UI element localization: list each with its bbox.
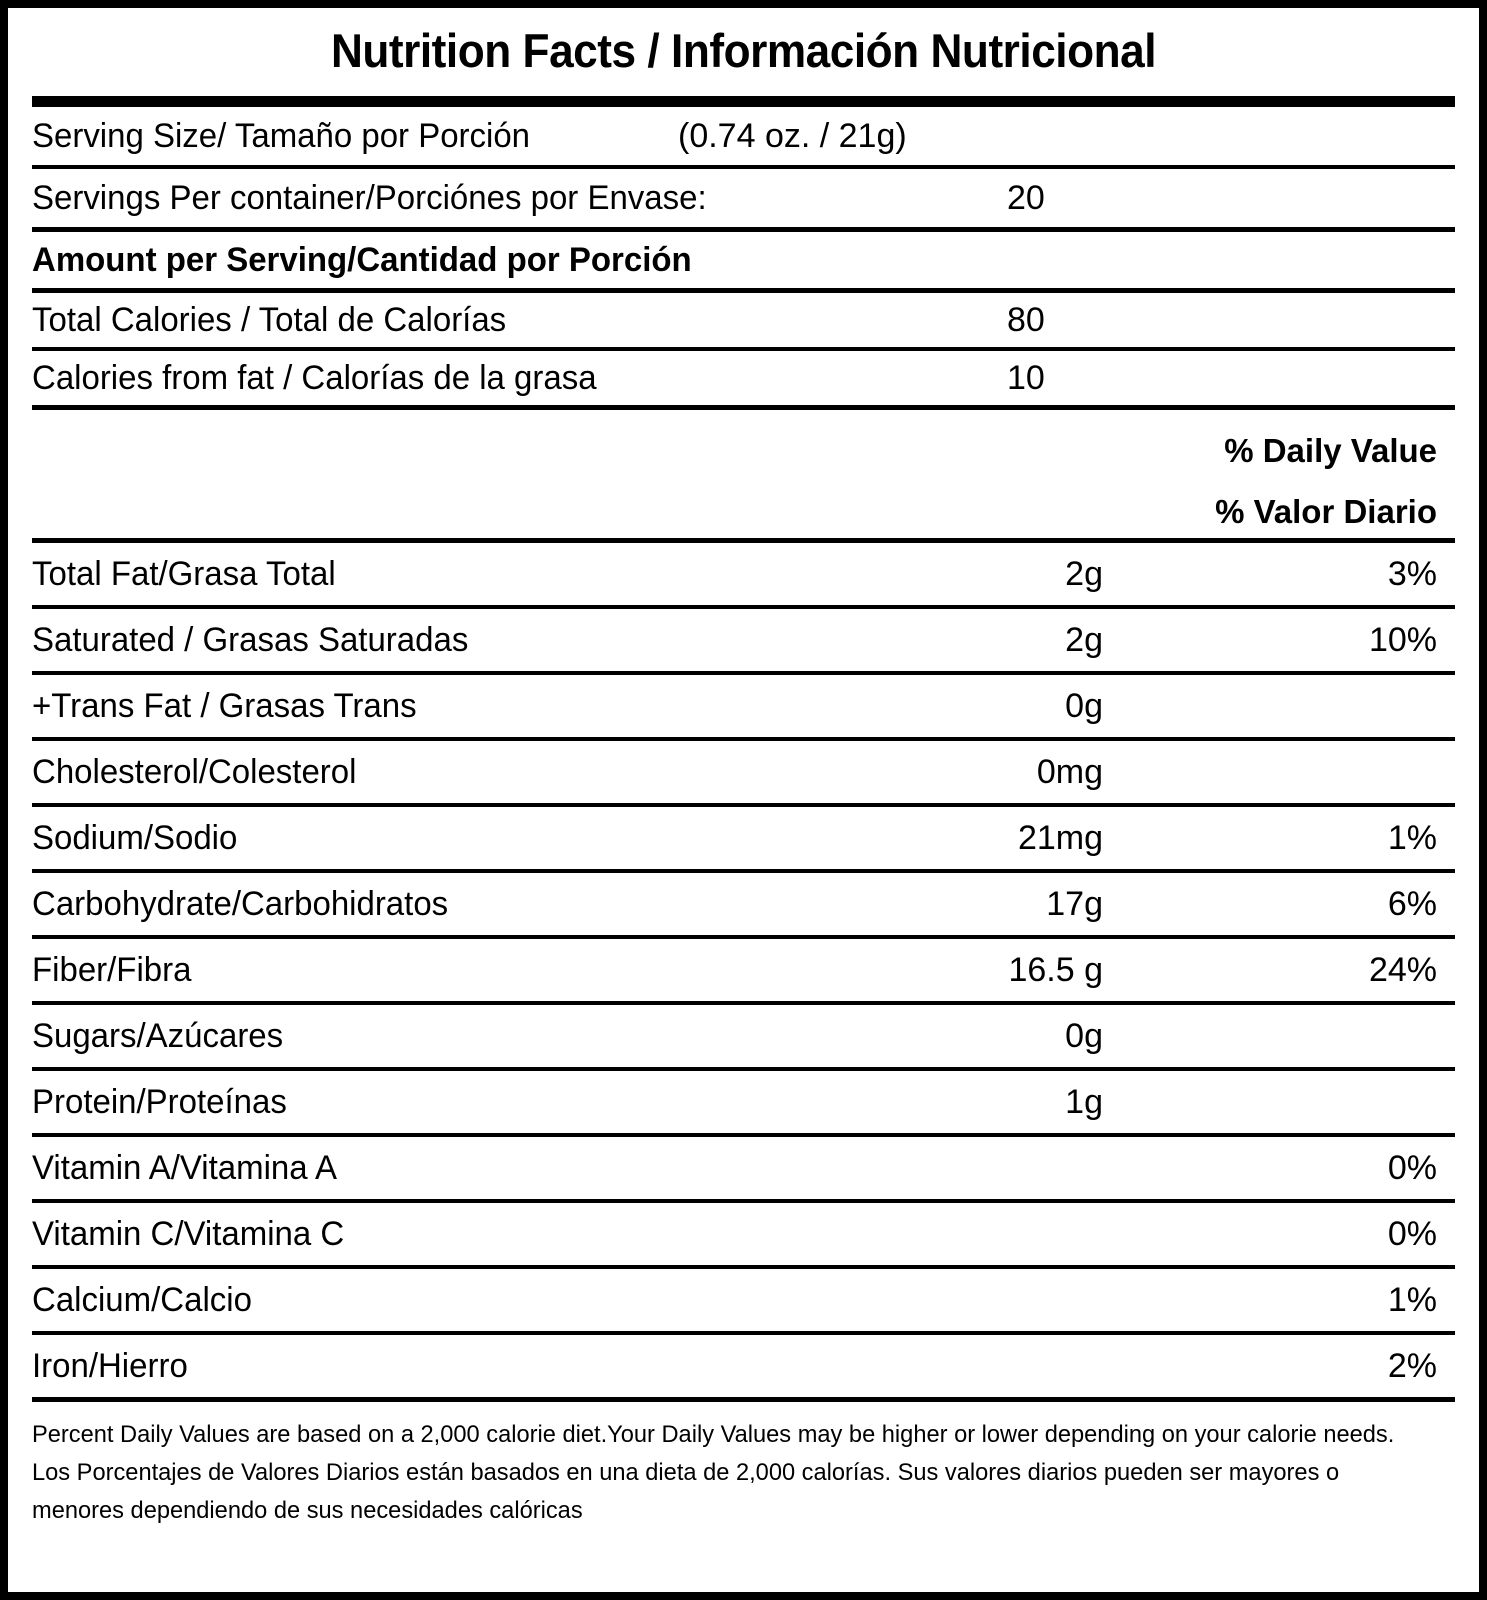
nutrient-row: Sugars/Azúcares 0g — [32, 1005, 1455, 1067]
nutrient-amount: 16.5 g — [1008, 951, 1103, 989]
nutrient-amount: 1g — [1065, 1083, 1103, 1121]
nutrient-daily-value: 1% — [1387, 819, 1437, 857]
nutrient-row: Iron/Hierro 2% — [32, 1335, 1455, 1397]
nutrient-daily-value: 10% — [1368, 621, 1437, 659]
footnote-text-es: Los Porcentajes de Valores Diarios están… — [32, 1459, 1340, 1524]
row-divider-daily-value-header — [32, 538, 1455, 543]
nutrient-label: Protein/Proteínas — [32, 1083, 287, 1121]
page-title: Nutrition Facts / Información Nutriciona… — [330, 24, 1157, 77]
nutrient-daily-value: 0% — [1387, 1215, 1437, 1253]
nutrient-row: +Trans Fat / Grasas Trans 0g — [32, 675, 1455, 737]
nutrient-daily-value: 1% — [1387, 1281, 1437, 1319]
row-divider — [32, 737, 1455, 741]
footnote: Percent Daily Values are based on a 2,00… — [32, 1402, 1455, 1530]
nutrient-row: Vitamin C/Vitamina C 0% — [32, 1203, 1455, 1265]
row-divider — [32, 1001, 1455, 1005]
footnote-text-en: Percent Daily Values are based on a 2,00… — [32, 1421, 1395, 1448]
row-divider-serving-size — [32, 165, 1455, 169]
nutrient-label: Sodium/Sodio — [32, 819, 238, 857]
row-divider — [32, 1265, 1455, 1269]
row-divider — [32, 935, 1455, 939]
row-divider — [32, 1199, 1455, 1203]
daily-value-header-es: % Valor Diario — [1215, 493, 1437, 530]
servings-per-container-value: 20 — [1007, 179, 1045, 217]
nutrient-row: Sodium/Sodio 21mg 1% — [32, 807, 1455, 869]
nutrient-label: Total Fat/Grasa Total — [32, 555, 336, 593]
nutrient-amount: 2g — [1065, 555, 1103, 593]
total-calories-row: Total Calories / Total de Calorías 80 — [32, 293, 1455, 347]
nutrient-amount: 21mg — [1017, 819, 1103, 857]
total-calories-value: 80 — [1007, 301, 1045, 339]
amount-per-serving-label: Amount per Serving/Cantidad por Porción — [32, 241, 692, 279]
row-divider — [32, 803, 1455, 807]
nutrient-label: Fiber/Fibra — [32, 951, 192, 989]
daily-value-header: % Daily Value % Valor Diario — [32, 410, 1455, 538]
title-divider — [32, 96, 1455, 107]
calories-from-fat-label: Calories from fat / Calorías de la grasa — [32, 359, 597, 397]
serving-size-row: Serving Size/ Tamaño por Porción (0.74 o… — [32, 107, 1455, 165]
calories-from-fat-value: 10 — [1007, 359, 1045, 397]
nutrient-rows: Total Fat/Grasa Total 2g 3% Saturated / Gra… — [32, 543, 1455, 1397]
nutrient-amount: 0g — [1065, 687, 1103, 725]
nutrient-label: Vitamin C/Vitamina C — [32, 1215, 345, 1253]
nutrient-daily-value: 24% — [1368, 951, 1437, 989]
row-divider-calories-from-fat — [32, 405, 1455, 410]
nutrient-row: Carbohydrate/Carbohidratos 17g 6% — [32, 873, 1455, 935]
row-divider-total-calories — [32, 347, 1455, 351]
servings-per-container-row: Servings Per container/Porciónes por Env… — [32, 169, 1455, 227]
nutrient-label: Cholesterol/Colesterol — [32, 753, 357, 791]
nutrient-daily-value: 3% — [1387, 555, 1437, 593]
nutrient-daily-value: 2% — [1387, 1347, 1437, 1385]
footnote-divider — [32, 1397, 1455, 1402]
row-divider — [32, 1067, 1455, 1071]
amount-per-serving-row: Amount per Serving/Cantidad por Porción — [32, 232, 1455, 288]
row-divider — [32, 869, 1455, 873]
nutrient-amount: 17g — [1046, 885, 1103, 923]
servings-per-container-label: Servings Per container/Porciónes por Env… — [32, 179, 707, 217]
row-divider — [32, 605, 1455, 609]
nutrient-row: Protein/Proteínas 1g — [32, 1071, 1455, 1133]
row-divider — [32, 671, 1455, 675]
serving-size-label: Serving Size/ Tamaño por Porción — [32, 117, 531, 155]
nutrient-daily-value: 6% — [1387, 885, 1437, 923]
nutrient-label: Iron/Hierro — [32, 1347, 188, 1385]
nutrient-daily-value: 0% — [1387, 1149, 1437, 1187]
nutrient-label: Saturated / Grasas Saturadas — [32, 621, 469, 659]
nutrient-row: Calcium/Calcio 1% — [32, 1269, 1455, 1331]
nutrient-label: +Trans Fat / Grasas Trans — [32, 687, 417, 725]
nutrient-label: Carbohydrate/Carbohidratos — [32, 885, 449, 923]
total-calories-label: Total Calories / Total de Calorías — [32, 301, 507, 339]
nutrient-amount: 2g — [1065, 621, 1103, 659]
nutrient-amount: 0mg — [1036, 753, 1103, 791]
nutrient-row: Cholesterol/Colesterol 0mg — [32, 741, 1455, 803]
row-divider-servings-per-container — [32, 227, 1455, 232]
nutrient-label: Vitamin A/Vitamina A — [32, 1149, 337, 1187]
nutrient-label: Sugars/Azúcares — [32, 1017, 284, 1055]
calories-from-fat-row: Calories from fat / Calorías de la grasa… — [32, 351, 1455, 405]
daily-value-header-en: % Daily Value — [1224, 432, 1437, 469]
nutrient-row: Vitamin A/Vitamina A 0% — [32, 1137, 1455, 1199]
label-body: Nutrition Facts / Información Nutriciona… — [8, 8, 1479, 1592]
nutrient-row: Fiber/Fibra 16.5 g 24% — [32, 939, 1455, 1001]
nutrient-row: Total Fat/Grasa Total 2g 3% — [32, 543, 1455, 605]
nutrient-amount: 0g — [1065, 1017, 1103, 1055]
nutrient-label: Calcium/Calcio — [32, 1281, 252, 1319]
row-divider — [32, 1133, 1455, 1137]
row-divider-amount-per-serving — [32, 288, 1455, 293]
serving-size-value: (0.74 oz. / 21g) — [678, 117, 907, 155]
row-divider — [32, 1331, 1455, 1335]
nutrient-row: Saturated / Grasas Saturadas 2g 10% — [32, 609, 1455, 671]
